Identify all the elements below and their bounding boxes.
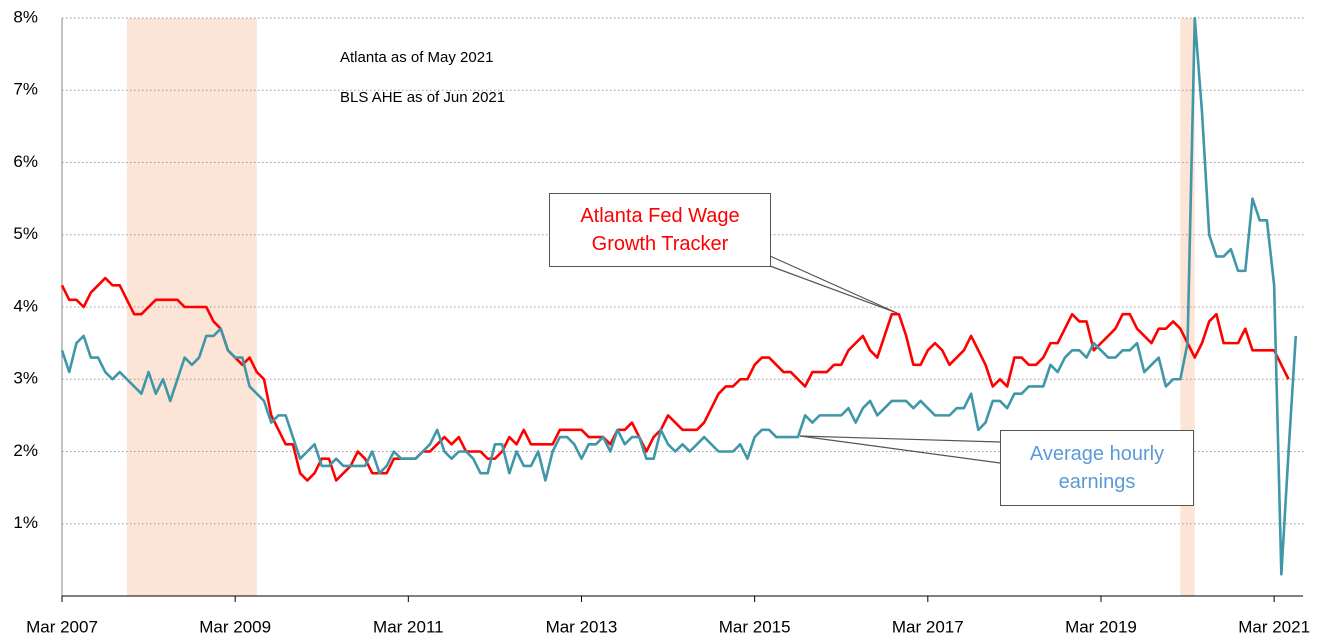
- y-tick-label: 3%: [13, 369, 38, 388]
- x-tick-label: Mar 2009: [199, 617, 271, 636]
- callout-line: [769, 265, 898, 314]
- callout-line: [799, 435, 1001, 443]
- x-tick-label: Mar 2007: [26, 617, 98, 636]
- lines: [60, 16, 1298, 576]
- series-label: Atlanta Fed Wage Growth Tracker: [549, 193, 771, 267]
- x-tick-label: Mar 2011: [373, 617, 444, 636]
- y-tick-label: 5%: [13, 224, 38, 243]
- x-tick-label: Mar 2017: [892, 617, 964, 636]
- annotation: BLS AHE as of Jun 2021: [340, 89, 505, 106]
- series-line: [60, 16, 1298, 576]
- x-tick-label: Mar 2021: [1238, 617, 1310, 636]
- y-tick-label: 8%: [13, 7, 38, 26]
- annotation: Atlanta as of May 2021: [340, 49, 493, 66]
- callout-line: [799, 435, 1001, 464]
- y-tick-label: 2%: [13, 441, 38, 460]
- y-tick-label: 4%: [13, 296, 38, 315]
- series-line: [60, 276, 1290, 482]
- series-label: Average hourly earnings: [1000, 430, 1194, 506]
- x-tick-label: Mar 2015: [719, 617, 791, 636]
- y-tick-label: 1%: [13, 513, 38, 532]
- x-tick-label: Mar 2013: [546, 617, 618, 636]
- callout-line: [769, 255, 898, 314]
- y-tick-label: 7%: [13, 80, 38, 99]
- y-tick-label: 6%: [13, 152, 38, 171]
- x-tick-label: Mar 2019: [1065, 617, 1137, 636]
